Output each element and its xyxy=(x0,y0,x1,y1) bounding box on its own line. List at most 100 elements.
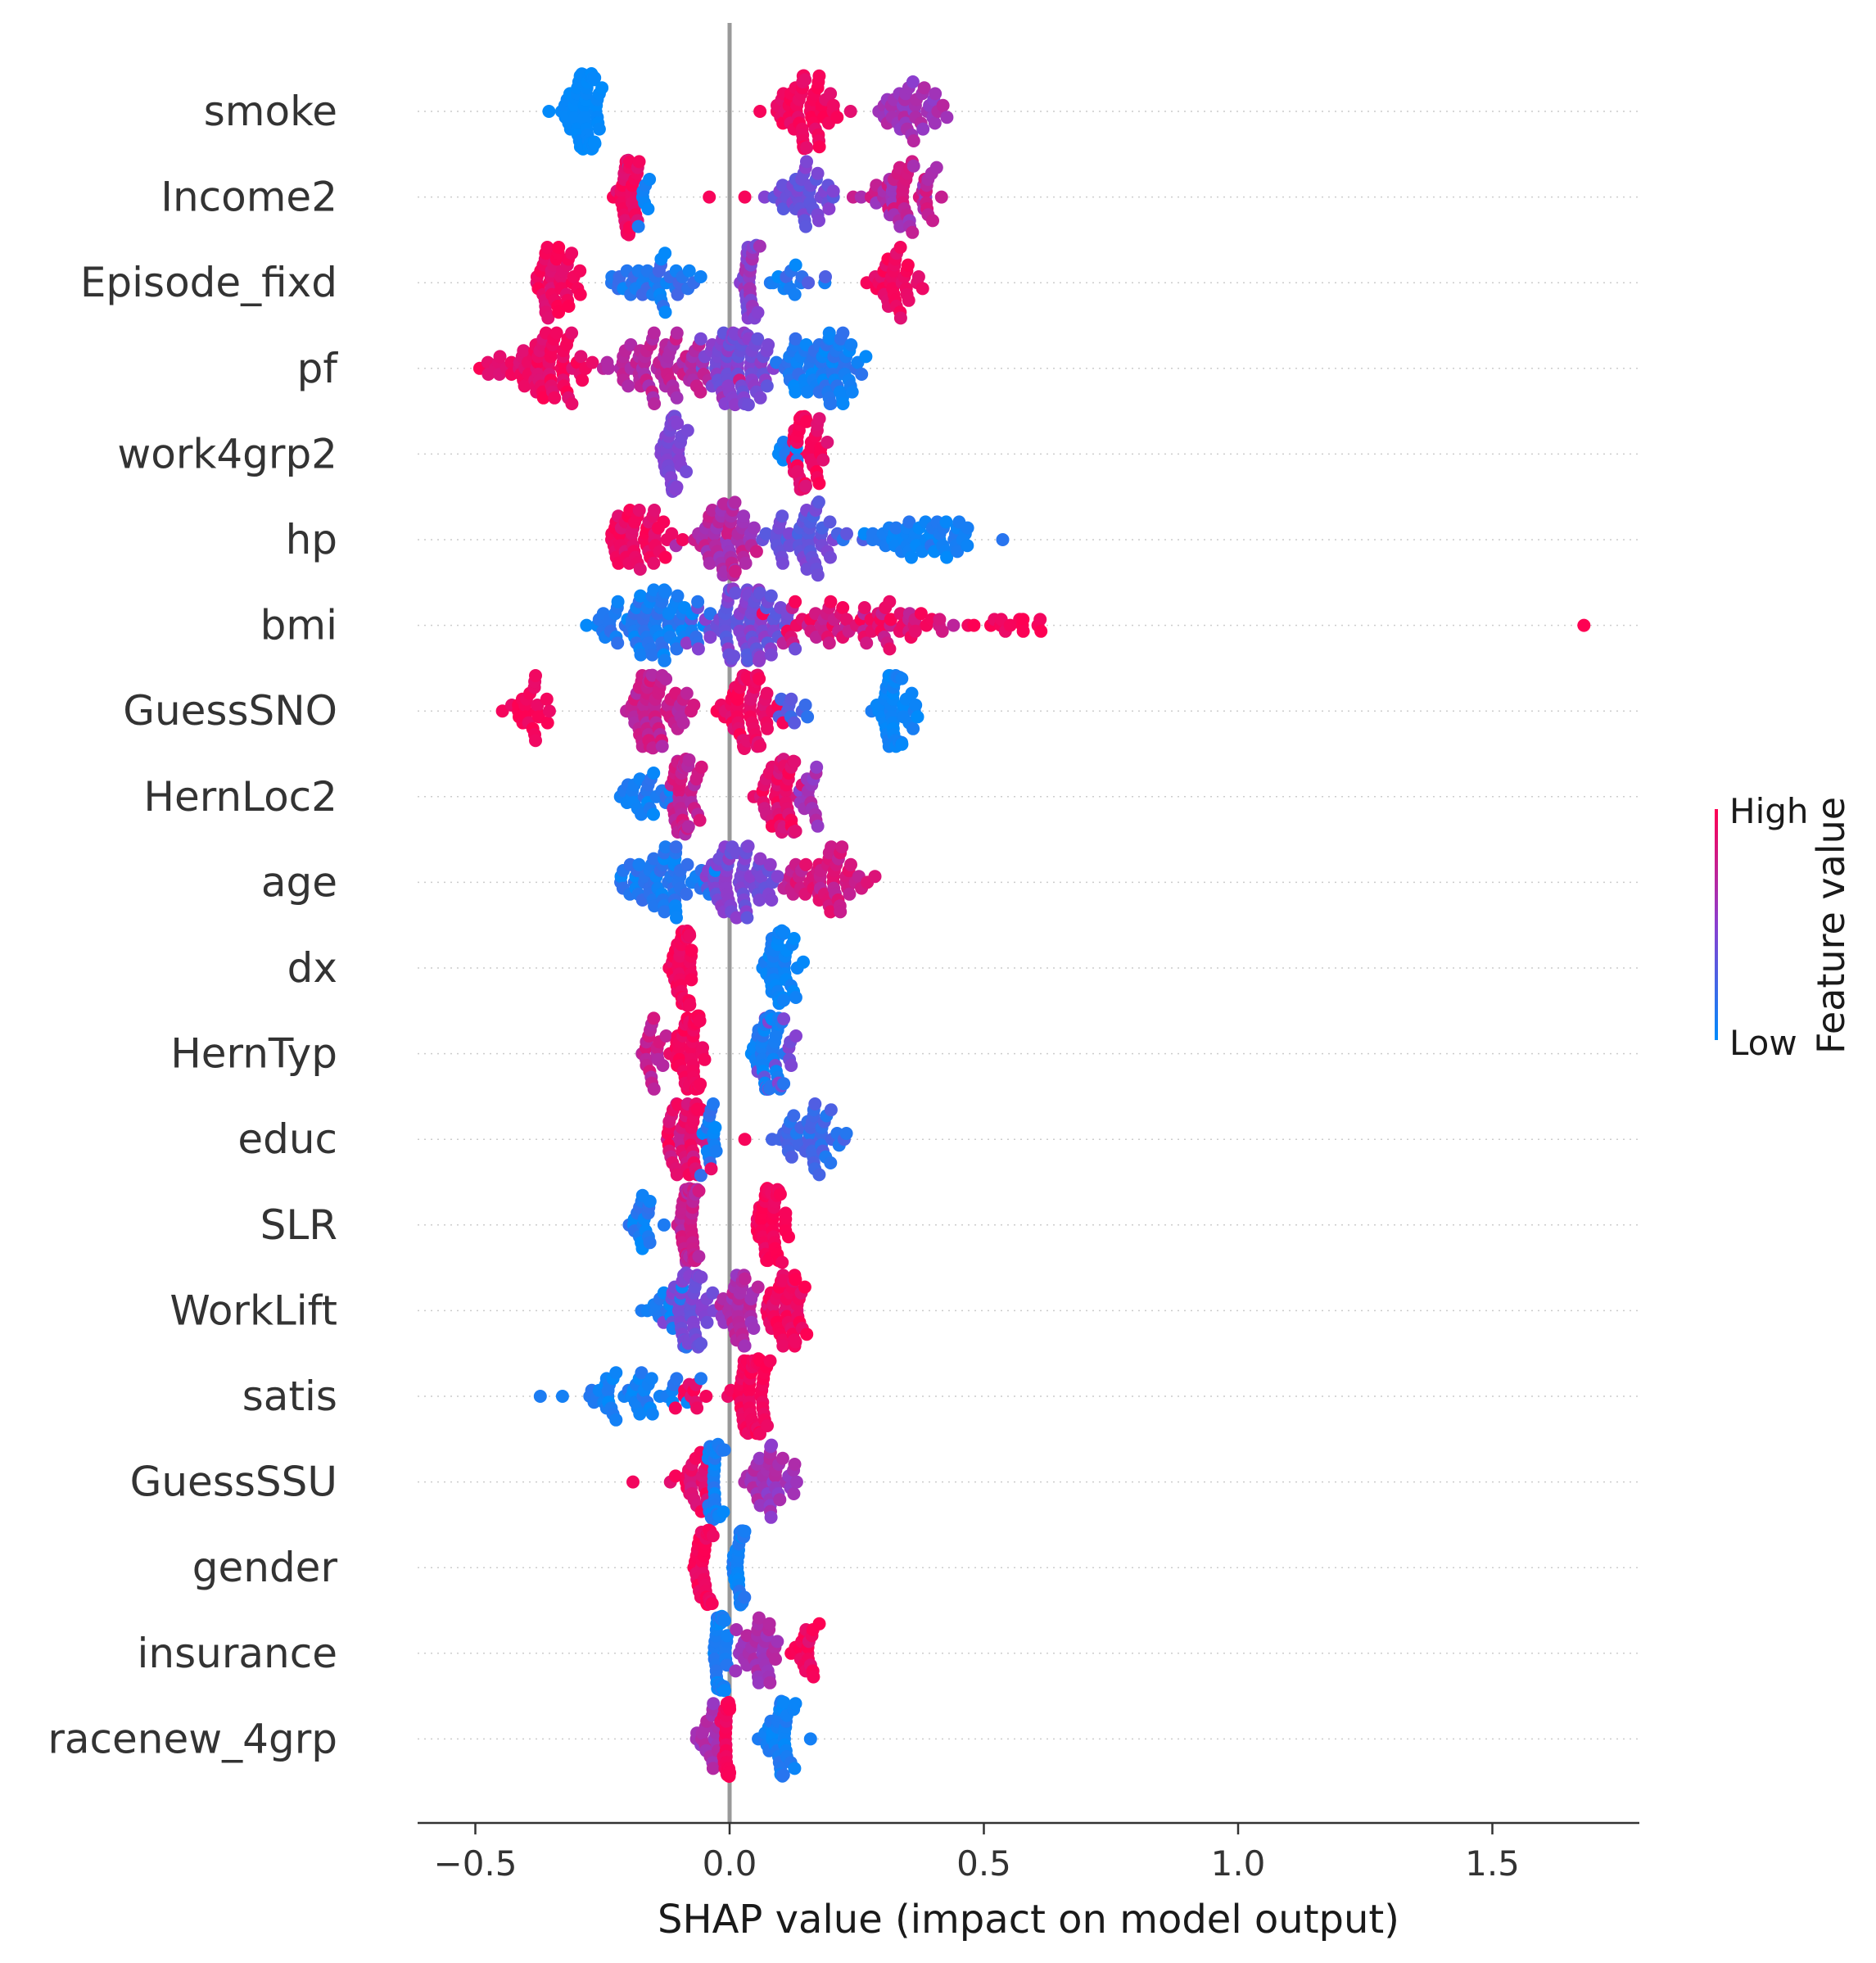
point-smoke xyxy=(812,69,826,83)
point-SLR xyxy=(657,1218,671,1232)
point-age xyxy=(835,840,849,854)
point-pf xyxy=(518,379,531,393)
point-pf xyxy=(670,326,684,340)
point-HernTyp xyxy=(647,1011,661,1025)
point-HernTyp xyxy=(784,1059,798,1072)
point-dx xyxy=(797,955,810,969)
point-HernTyp xyxy=(656,1059,670,1072)
point-bmi xyxy=(611,595,625,608)
point-Income2 xyxy=(757,190,771,204)
point-Episode_fixd xyxy=(902,293,915,307)
point-racenew_4grp xyxy=(803,1732,817,1746)
point-GuessSSU xyxy=(716,1505,730,1519)
point-bmi xyxy=(1034,624,1048,638)
point-WorkLift xyxy=(747,1322,761,1335)
point-satis xyxy=(609,1413,623,1427)
point-bmi xyxy=(703,607,717,621)
point-pf xyxy=(836,397,850,410)
point-hp xyxy=(633,563,647,576)
point-educ xyxy=(824,1156,838,1169)
point-GuessSSU xyxy=(669,1469,682,1483)
point-pf xyxy=(585,355,599,369)
x-axis: −0.5 0.0 0.5 1.0 1.5 xyxy=(418,1821,1639,1884)
point-Income2 xyxy=(826,184,840,198)
point-SLR xyxy=(775,1255,789,1269)
point-SLR xyxy=(773,1187,787,1201)
point-bmi xyxy=(671,589,685,603)
point-racenew_4grp xyxy=(776,1768,790,1782)
point-bmi xyxy=(764,589,778,603)
point-smoke xyxy=(798,73,812,87)
point-smoke xyxy=(940,111,954,124)
point-hp xyxy=(658,550,672,564)
point-bmi xyxy=(691,642,705,656)
point-dx xyxy=(777,925,791,939)
point-smoke xyxy=(936,98,950,112)
point-GuessSSU xyxy=(717,1443,731,1457)
point-bmi xyxy=(883,595,897,608)
point-WorkLift xyxy=(738,1339,752,1353)
point-Episode_fixd xyxy=(753,239,766,253)
point-pf xyxy=(493,350,507,364)
point-hp xyxy=(759,527,773,541)
x-tick-label-1: 0.0 xyxy=(703,1843,757,1884)
point-Income2 xyxy=(799,219,812,233)
point-gender xyxy=(738,1590,752,1604)
point-pf xyxy=(760,379,774,393)
point-pf xyxy=(855,368,869,381)
point-GuessSNO xyxy=(895,737,909,751)
point-hp xyxy=(905,550,918,564)
feature-label-SLR: SLR xyxy=(260,1201,337,1249)
point-Episode_fixd xyxy=(901,258,915,272)
feature-label-bmi: bmi xyxy=(260,602,337,649)
point-bmi xyxy=(634,648,648,662)
colorbar-gradient xyxy=(1715,809,1718,1040)
point-hp xyxy=(648,504,662,517)
point-HernLoc2 xyxy=(811,819,825,833)
point-WorkLift xyxy=(700,1315,714,1329)
point-pf xyxy=(824,396,838,410)
point-WorkLift xyxy=(706,1286,720,1300)
point-bmi xyxy=(789,595,802,608)
point-WorkLift xyxy=(789,1273,802,1287)
point-Income2 xyxy=(906,159,920,173)
point-educ xyxy=(694,1169,707,1183)
point-pf xyxy=(549,326,563,340)
beeswarm-points xyxy=(472,67,1591,1783)
feature-label-hp: hp xyxy=(286,516,337,563)
point-smoke xyxy=(830,111,844,124)
point-insurance xyxy=(762,1617,776,1631)
point-pf xyxy=(844,338,858,351)
point-age xyxy=(843,887,857,901)
point-age xyxy=(868,870,882,884)
point-age xyxy=(680,887,694,901)
point-pf xyxy=(694,332,707,346)
point-satis xyxy=(533,1390,547,1403)
point-insurance xyxy=(718,1684,731,1698)
point-Income2 xyxy=(854,190,868,204)
point-dx xyxy=(685,943,698,957)
point-GuessSSU xyxy=(775,1451,789,1465)
point-smoke xyxy=(928,116,942,130)
point-racenew_4grp xyxy=(723,1766,737,1780)
point-work4grp2 xyxy=(670,480,684,494)
point-smoke xyxy=(917,81,931,95)
point-insurance xyxy=(771,1635,784,1649)
feature-label-HernTyp: HernTyp xyxy=(170,1030,337,1078)
point-pf xyxy=(789,385,802,399)
feature-label-WorkLift: WorkLift xyxy=(170,1287,337,1334)
point-bmi xyxy=(1016,624,1030,638)
point-age xyxy=(632,857,646,871)
point-insurance xyxy=(752,1611,766,1625)
feature-label-GuessSSU: GuessSSU xyxy=(130,1459,337,1506)
point-GuessSNO xyxy=(911,710,924,724)
point-GuessSSU xyxy=(753,1499,767,1513)
point-hp xyxy=(824,550,837,564)
point-insurance xyxy=(769,1653,782,1666)
point-WorkLift xyxy=(738,1272,752,1286)
point-work4grp2 xyxy=(799,479,812,493)
point-Income2 xyxy=(643,173,657,186)
point-hp xyxy=(775,509,789,523)
point-pf xyxy=(741,398,755,412)
point-HernTyp xyxy=(698,1052,712,1066)
